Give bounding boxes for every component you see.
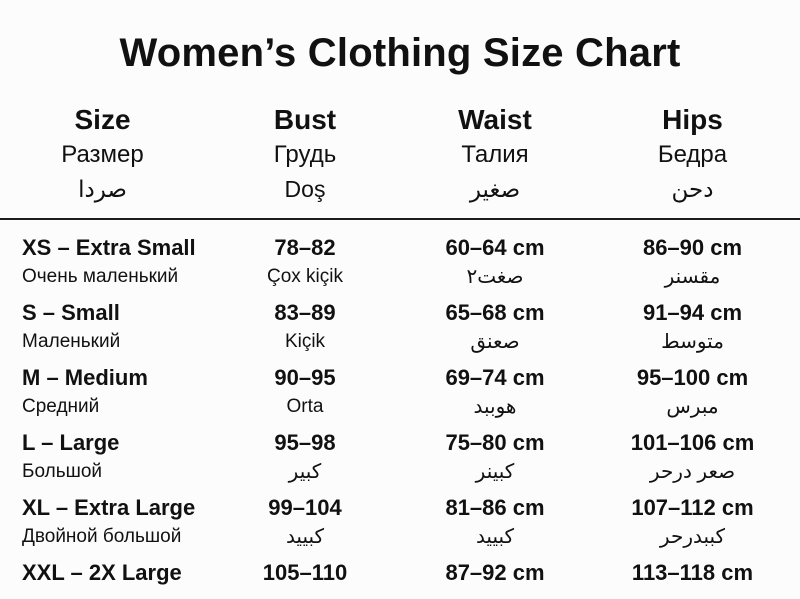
- column-header-ru: Размер: [61, 141, 144, 168]
- cell-primary-text: 105–110: [262, 560, 348, 585]
- cell-bust: 99–104 كبييد: [205, 494, 405, 559]
- cell-secondary-text: هوببد: [473, 396, 517, 418]
- cell-primary-text: 95–98: [274, 430, 336, 455]
- cell-secondary-text: كبييد: [475, 526, 515, 548]
- cell-primary-text: 99–104: [268, 495, 342, 520]
- table-row: XXL – 2X Large 105–110 87–92 cm 113–118 cm: [0, 559, 800, 599]
- cell-secondary-text: كبييد: [285, 526, 325, 548]
- cell-secondary-text: صعنق: [470, 331, 520, 353]
- cell-bust: 90–95 Orta: [205, 364, 405, 429]
- cell-secondary-text: صعر درحر: [649, 461, 736, 483]
- cell-hips: 95–100 cm مبرس: [585, 364, 800, 429]
- table-row: M – Medium Средний 90–95 Orta 69–74 cm هوببد 9…: [0, 364, 800, 429]
- column-header-en: Hips: [662, 104, 723, 135]
- column-header-third: دحن: [671, 176, 714, 202]
- table-row: XL – Extra Large Двойной большой 99–104 كبي…: [0, 494, 800, 559]
- cell-secondary-text: مبرس: [666, 396, 719, 418]
- cell-secondary-text: متوسط: [661, 331, 724, 353]
- cell-size: S – Small Маленький: [0, 299, 205, 364]
- cell-bust: 83–89 Kiçik: [205, 299, 405, 364]
- cell-secondary-text: صغت٢: [466, 266, 524, 288]
- cell-waist: 69–74 cm هوببد: [405, 364, 585, 429]
- cell-size: M – Medium Средний: [0, 364, 205, 429]
- page-title: Women’s Clothing Size Chart: [119, 31, 681, 75]
- cell-bust: 95–98 كبير: [205, 429, 405, 494]
- column-header-ru: Грудь: [273, 141, 337, 168]
- cell-hips: 86–90 cm مقسنر: [585, 234, 800, 299]
- column-header-third: Doş: [284, 176, 326, 202]
- cell-bust: 78–82 Çox kiçik: [205, 234, 405, 299]
- table-row: XS – Extra Small Очень маленький 78–82 Çox …: [0, 234, 800, 299]
- table-header: Size Размер صردا Bust Грудь Doş Waist Талия صغير…: [0, 102, 800, 207]
- cell-primary-text: 107–112 cm: [631, 495, 754, 520]
- cell-secondary-text: مقسنر: [664, 266, 721, 288]
- cell-primary-text: 90–95: [274, 365, 336, 390]
- header-divider: [0, 218, 800, 220]
- cell-primary-text: 83–89: [274, 300, 336, 325]
- cell-primary-text: 65–68 cm: [445, 300, 545, 325]
- cell-primary-text: M – Medium: [22, 365, 148, 390]
- column-header-size: Size Размер صردا: [0, 102, 205, 207]
- cell-primary-text: XS – Extra Small: [22, 235, 196, 260]
- cell-primary-text: 95–100 cm: [636, 365, 749, 390]
- cell-size: L – Large Большой: [0, 429, 205, 494]
- cell-primary-text: L – Large: [22, 430, 120, 455]
- table-row: S – Small Маленький 83–89 Kiçik 65–68 cm صعنق…: [0, 299, 800, 364]
- cell-size: XXL – 2X Large: [0, 559, 205, 599]
- cell-primary-text: XXL – 2X Large: [22, 560, 182, 585]
- cell-primary-text: 101–106 cm: [630, 430, 755, 455]
- cell-hips: 91–94 cm متوسط: [585, 299, 800, 364]
- cell-primary-text: 78–82: [274, 235, 336, 260]
- cell-primary-text: 60–64 cm: [445, 235, 545, 260]
- cell-primary-text: XL – Extra Large: [22, 495, 196, 520]
- cell-secondary-text: كببدرحر: [659, 526, 726, 548]
- cell-size: XL – Extra Large Двойной большой: [0, 494, 205, 559]
- column-header-hips: Hips Бедра دحن: [585, 102, 800, 207]
- cell-primary-text: 81–86 cm: [445, 495, 545, 520]
- column-header-third: صردا: [78, 176, 127, 202]
- cell-primary-text: 87–92 cm: [445, 560, 545, 585]
- column-header-ru: Бедра: [657, 141, 728, 168]
- cell-waist: 75–80 cm كبينر: [405, 429, 585, 494]
- cell-waist: 60–64 cm صغت٢: [405, 234, 585, 299]
- table-row: L – Large Большой 95–98 كبير 75–80 cm كبينر 10…: [0, 429, 800, 494]
- cell-secondary-text: Orta: [286, 396, 324, 417]
- cell-secondary-text: كبينر: [475, 461, 515, 483]
- column-header-third: صغير: [469, 176, 521, 202]
- cell-primary-text: 69–74 cm: [445, 365, 545, 390]
- column-header-en: Bust: [273, 104, 337, 135]
- cell-secondary-text: Çox kiçik: [266, 266, 343, 287]
- cell-waist: 65–68 cm صعنق: [405, 299, 585, 364]
- cell-secondary-text: Большой: [22, 461, 103, 482]
- cell-waist: 81–86 cm كبييد: [405, 494, 585, 559]
- cell-primary-text: 91–94 cm: [642, 300, 743, 325]
- cell-hips: 101–106 cm صعر درحر: [585, 429, 800, 494]
- table-body: XS – Extra Small Очень маленький 78–82 Çox …: [0, 220, 800, 599]
- cell-secondary-text: كبير: [288, 461, 322, 483]
- column-header-waist: Waist Талия صغير: [405, 102, 585, 207]
- cell-primary-text: 113–118 cm: [631, 560, 754, 585]
- cell-hips: 113–118 cm: [585, 559, 800, 599]
- cell-secondary-text: Маленький: [22, 331, 121, 352]
- cell-primary-text: 75–80 cm: [445, 430, 545, 455]
- cell-secondary-text: Kiçik: [284, 331, 326, 352]
- cell-bust: 105–110: [205, 559, 405, 599]
- column-header-en: Size: [74, 104, 131, 135]
- cell-secondary-text: Двойной большой: [22, 526, 182, 547]
- column-header-en: Waist: [458, 104, 532, 135]
- cell-primary-text: 86–90 cm: [642, 235, 743, 260]
- column-header-bust: Bust Грудь Doş: [205, 102, 405, 207]
- cell-waist: 87–92 cm: [405, 559, 585, 599]
- column-header-ru: Талия: [461, 141, 529, 168]
- cell-hips: 107–112 cm كببدرحر: [585, 494, 800, 559]
- cell-secondary-text: Средний: [22, 396, 100, 417]
- cell-primary-text: S – Small: [22, 300, 120, 325]
- cell-size: XS – Extra Small Очень маленький: [0, 234, 205, 299]
- cell-secondary-text: Очень маленький: [22, 266, 179, 287]
